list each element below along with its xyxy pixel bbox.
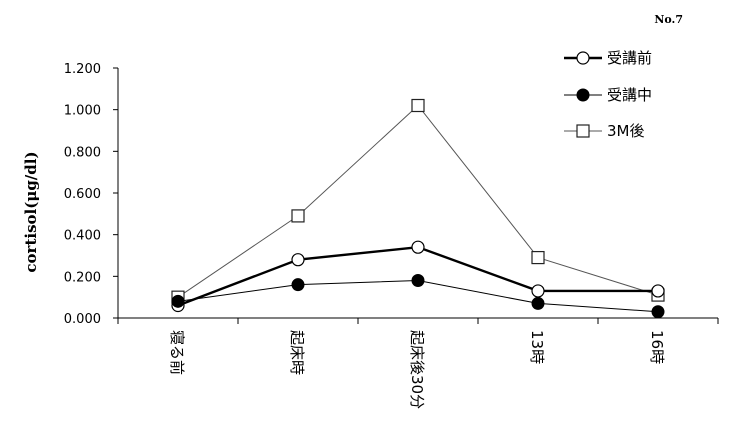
series-1 [171, 274, 665, 319]
x-tick-label: 起床時 [288, 330, 306, 375]
data-point [411, 240, 425, 254]
x-tick-label: 寝る前 [168, 330, 186, 375]
legend-marker [576, 124, 590, 138]
x-axis-categories: 寝る前 起床時 起床後30分 13時 16時 [168, 330, 666, 409]
y-tick-label: 1.000 [64, 104, 101, 119]
data-point [531, 296, 545, 310]
legend-item: 受講前 [564, 49, 652, 67]
data-point [411, 274, 425, 287]
legend-item: 受講中 [564, 86, 652, 104]
data-point [531, 250, 545, 265]
y-axis-label: cortisol(μg/dl) [22, 151, 40, 272]
y-axis-ticks: 0.000 0.200 0.400 0.600 0.800 1.000 1.200 [64, 62, 118, 327]
data-point [531, 284, 545, 298]
legend-marker [576, 88, 590, 102]
legend-label: 3M後 [607, 122, 645, 140]
data-point [651, 305, 665, 319]
data-point [411, 98, 425, 113]
x-tick-label: 起床後30分 [408, 330, 426, 409]
data-point [651, 284, 665, 298]
x-tick-label: 16時 [648, 330, 666, 364]
y-tick-label: 0.000 [64, 312, 101, 327]
x-tick-label: 13時 [528, 330, 546, 364]
y-tick-label: 0.400 [64, 229, 101, 244]
data-point [291, 253, 305, 267]
y-tick-label: 0.600 [64, 187, 101, 202]
y-tick-label: 0.200 [64, 270, 101, 285]
legend-label: 受講前 [607, 49, 652, 67]
data-point [291, 209, 305, 223]
data-point [291, 278, 305, 292]
chart-corner-label: No.7 [654, 13, 683, 26]
series-2 [171, 98, 665, 304]
legend-label: 受講中 [607, 86, 652, 104]
data-point [171, 294, 185, 308]
y-tick-label: 1.200 [64, 62, 101, 77]
series-group [171, 98, 665, 319]
legend-marker [576, 51, 590, 65]
y-tick-label: 0.800 [64, 145, 101, 160]
legend-item: 3M後 [564, 122, 645, 140]
